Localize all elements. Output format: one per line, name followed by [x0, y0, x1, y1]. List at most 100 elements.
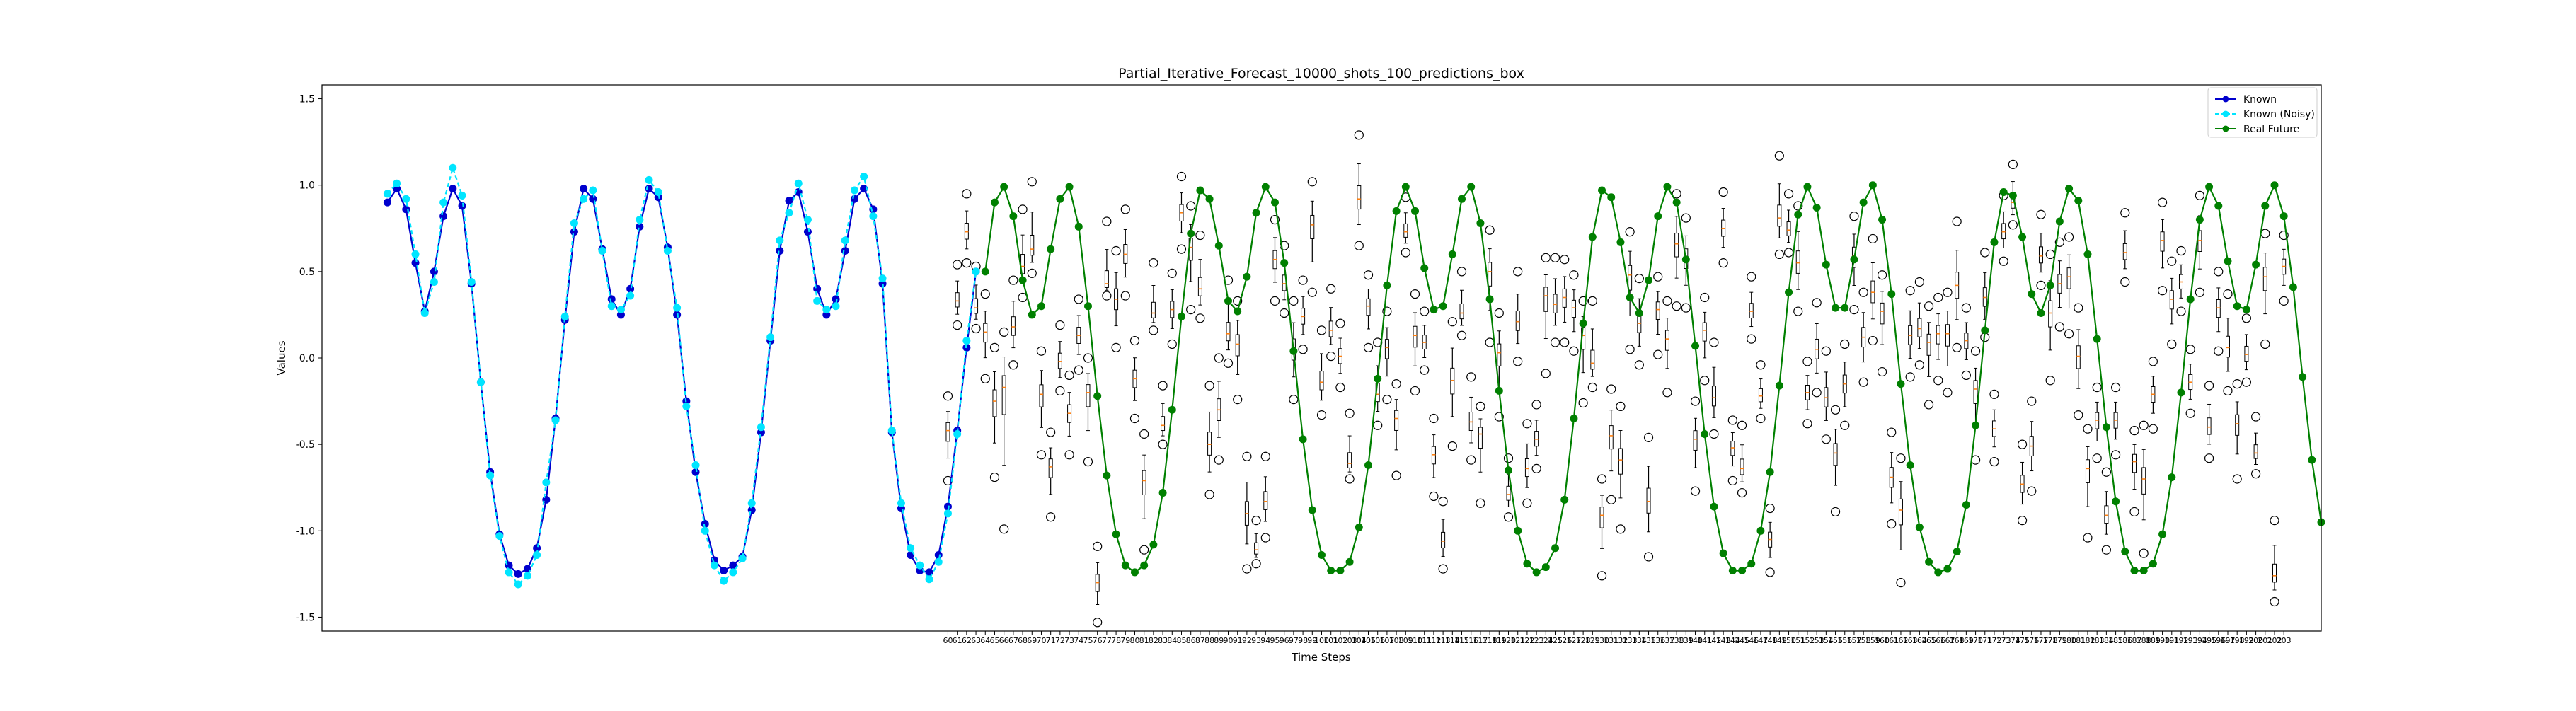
box-outlier	[1914, 277, 1924, 287]
series-point-real-future	[1570, 415, 1578, 423]
box-body	[1441, 531, 1446, 548]
box-outlier	[1139, 545, 1149, 555]
box-body	[1161, 416, 1166, 432]
box-outlier	[1727, 475, 1737, 486]
box-outlier	[2092, 453, 2102, 463]
box-outlier	[1280, 241, 1289, 250]
box-body	[1478, 427, 1483, 449]
series-point-real-future	[2299, 373, 2307, 381]
series-point-real-future	[1859, 198, 1868, 207]
box-outlier	[1363, 342, 1374, 352]
box-outlier	[1363, 270, 1374, 280]
box-body	[2085, 459, 2090, 483]
box-outlier	[1008, 360, 1018, 370]
box-body	[1618, 448, 1623, 475]
x-tick-label: 64	[980, 636, 990, 645]
x-tick-label: 192	[2173, 636, 2188, 645]
box-outlier	[1747, 272, 1756, 282]
box-outlier	[1410, 289, 1420, 299]
box-outlier	[1821, 434, 1831, 444]
x-tick-label: 71	[1046, 636, 1056, 645]
series-point-real-future	[1728, 566, 1737, 574]
series-point-real-future	[1560, 495, 1569, 504]
series-point-known-noisy	[402, 195, 410, 203]
box-outlier	[2204, 453, 2214, 463]
series-point-real-future	[1925, 557, 1933, 566]
box-outlier	[953, 320, 962, 330]
series-point-real-future	[1775, 381, 1783, 390]
series-point-known	[514, 570, 522, 578]
box-body	[1562, 288, 1567, 308]
legend-label-known-noisy: Known (Noisy)	[2243, 109, 2315, 120]
x-tick-label: 183	[2090, 636, 2105, 645]
y-tick-label: 1.5	[299, 94, 315, 105]
x-tick-label: 174	[2006, 636, 2020, 645]
box-outlier	[1830, 507, 1841, 517]
series-point-real-future	[1812, 203, 1821, 212]
box-outlier	[2223, 289, 2233, 299]
x-tick-label: 142	[1706, 636, 1721, 645]
series-point-real-future	[1083, 302, 1092, 311]
x-tick-label: 123	[1529, 636, 1544, 645]
series-point-real-future	[1187, 229, 1195, 238]
box-outlier	[1476, 498, 1485, 508]
series-point-known-noisy	[476, 378, 485, 386]
box-outlier	[989, 472, 1000, 482]
box-outlier	[2083, 424, 2093, 434]
box-outlier	[1560, 255, 1570, 265]
series-point-real-future	[1803, 183, 1812, 191]
box-outlier	[1120, 204, 1130, 214]
box-outlier	[1503, 453, 1514, 463]
box-body	[1207, 432, 1212, 456]
series-point-known-noisy	[449, 163, 457, 172]
series-point-real-future	[1037, 302, 1045, 311]
series-point-real-future	[1458, 195, 1466, 203]
box-outlier	[962, 258, 972, 268]
box-body	[1366, 298, 1371, 316]
box-outlier	[2195, 190, 2204, 200]
box-outlier	[1578, 296, 1588, 306]
series-point-known-noisy	[701, 526, 709, 535]
x-tick-label: 203	[2277, 636, 2292, 645]
series-point-real-future	[1252, 209, 1260, 217]
series-point-real-future	[2083, 250, 2092, 258]
x-tick-label: 87	[1195, 636, 1205, 645]
series-point-real-future	[1401, 183, 1410, 191]
box-outlier	[1690, 396, 1701, 406]
box-body	[2038, 246, 2043, 264]
box-outlier	[1270, 214, 1280, 225]
box-outlier	[1345, 474, 1355, 484]
series-point-known-noisy	[934, 557, 943, 566]
box-outlier	[1316, 325, 1327, 335]
series-point-known-noisy	[551, 416, 560, 424]
series-point-real-future	[1177, 312, 1185, 320]
box-outlier	[1616, 524, 1626, 534]
box-outlier	[1933, 376, 1943, 386]
series-point-real-future	[1420, 264, 1429, 272]
box-outlier	[2157, 197, 2168, 207]
series-point-real-future	[1551, 544, 1560, 553]
x-tick-label: 117	[1473, 636, 1488, 645]
box-outlier	[1914, 360, 1924, 370]
series-point-real-future	[1645, 276, 1653, 284]
box-body	[2207, 417, 2212, 435]
series-point-known-noisy	[887, 427, 896, 435]
x-tick-label: 149	[1772, 636, 1787, 645]
x-tick-label: 89	[1214, 636, 1224, 645]
series-point-real-future	[1505, 466, 1513, 475]
box-outlier	[1943, 388, 1953, 398]
series-point-real-future	[1270, 198, 1279, 207]
box-outlier	[1597, 571, 1607, 581]
box-body	[1235, 334, 1240, 357]
series-point-known-noisy	[439, 198, 448, 207]
series-point-known	[449, 185, 457, 193]
series-point-known-noisy	[747, 499, 756, 507]
series-point-known-noisy	[803, 216, 812, 224]
box-outlier	[1783, 189, 1794, 199]
x-tick-label: 147	[1753, 636, 1768, 645]
box-outlier	[1634, 274, 1644, 284]
series-point-real-future	[1308, 506, 1316, 514]
box-outlier	[1765, 567, 1775, 577]
box-body	[1880, 302, 1885, 325]
series-point-real-future	[1383, 281, 1391, 289]
